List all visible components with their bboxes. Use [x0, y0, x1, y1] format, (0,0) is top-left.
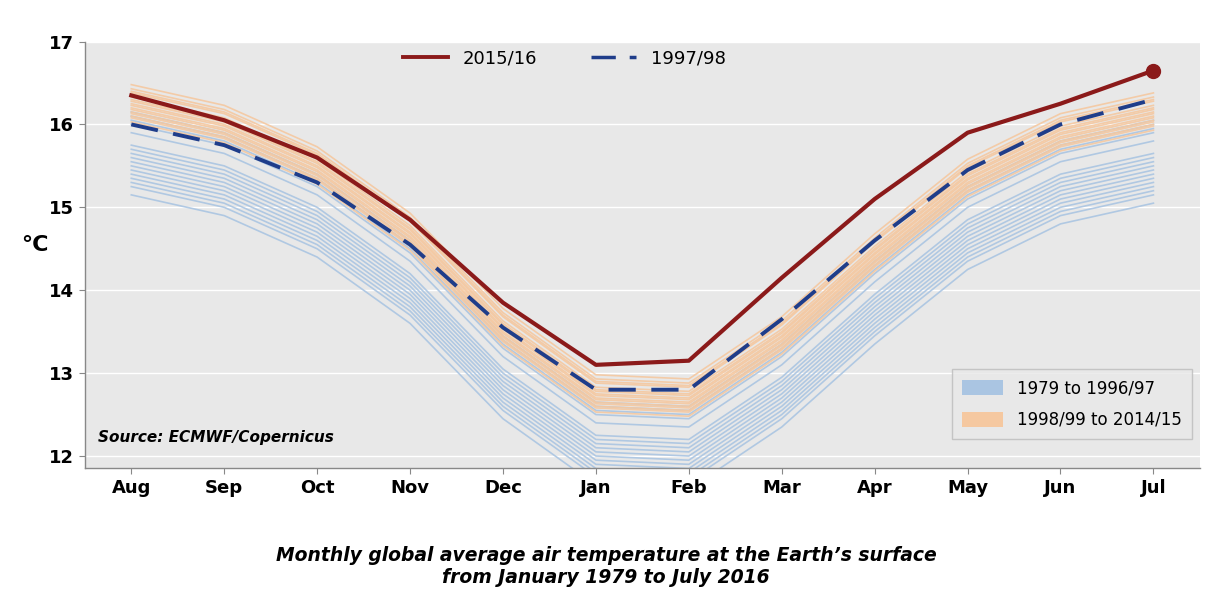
Point	[1144, 66, 1164, 75]
Text: Monthly global average air temperature at the Earth’s surface
from January 1979 : Monthly global average air temperature a…	[275, 546, 937, 587]
Y-axis label: °C: °C	[21, 235, 48, 255]
Text: Source: ECMWF/Copernicus: Source: ECMWF/Copernicus	[98, 430, 335, 445]
Legend: 1979 to 1996/97, 1998/99 to 2014/15: 1979 to 1996/97, 1998/99 to 2014/15	[951, 369, 1191, 439]
